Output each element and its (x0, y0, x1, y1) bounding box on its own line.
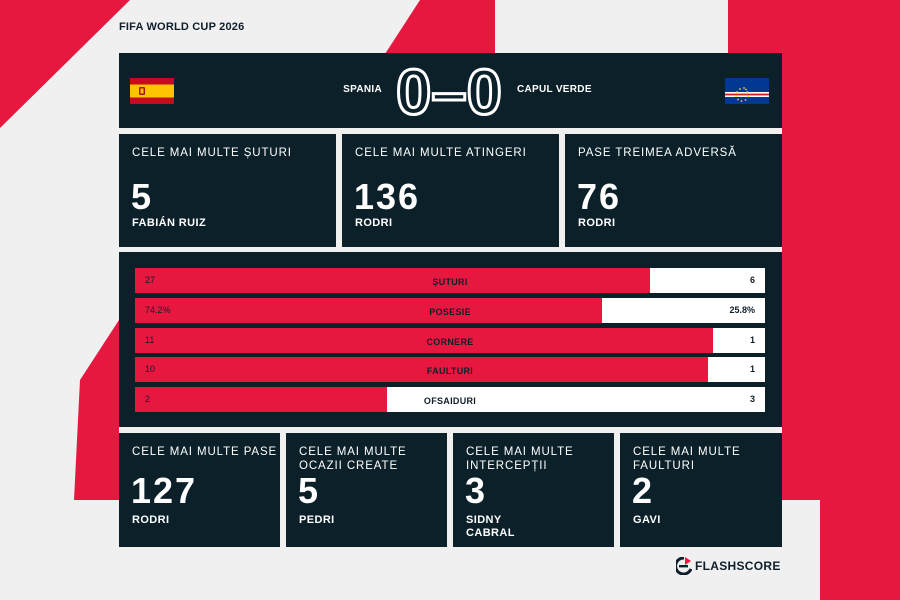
away-value: 1 (749, 335, 755, 345)
card-label: CELE MAI MULTE FAULTURI (633, 445, 741, 473)
away-value: 25.8% (729, 305, 755, 315)
card-label: CELE MAI MULTE ATINGERI (355, 147, 527, 159)
stat-card-most-touches: CELE MAI MULTE ATINGERI 136 RODRI (342, 134, 559, 247)
card-value: 2 (632, 470, 655, 511)
card-label: PASE TREIMEA ADVERSĂ (578, 147, 737, 159)
card-label-line: CELE MAI MULTE (299, 446, 407, 458)
stat-label: POSESIE (429, 307, 471, 317)
card-value: 3 (465, 470, 488, 511)
card-label: CELE MAI MULTE INTERCEPȚII (466, 445, 574, 473)
match-header: SPANIA 0–0 CAPUL VERDE (119, 53, 782, 128)
stat-label: ȘUTURI (432, 277, 468, 287)
stat-card-most-passes: CELE MAI MULTE PASE 127 RODRI (119, 433, 280, 547)
stat-bar-possession: 74.2% POSESIE 25.8% (135, 298, 765, 323)
card-player: PEDRI (299, 514, 335, 527)
flashscore-logo: FLASHSCORE (676, 557, 786, 577)
card-player-line: RODRI (132, 514, 170, 526)
card-player-line: PEDRI (299, 514, 335, 526)
away-value: 1 (749, 364, 755, 374)
flashscore-logo-icon (676, 557, 692, 575)
home-value: 27 (145, 275, 156, 285)
card-value: 5 (298, 470, 321, 511)
card-player-line: CABRAL (466, 527, 515, 539)
card-label-line: CELE MAI MULTE (633, 446, 741, 458)
stat-label: OFSAIDURI (423, 396, 477, 406)
card-label-line: CELE MAI MULTE (466, 446, 574, 458)
home-value: 2 (145, 394, 151, 404)
brand-name: FLASHSCORE (695, 559, 781, 573)
stat-bar-shots: 27 ȘUTURI 6 (135, 268, 765, 293)
away-team-name: CAPUL VERDE (517, 84, 592, 95)
home-value: 74.2% (145, 305, 171, 315)
home-share-fill (135, 328, 713, 353)
home-share-fill (135, 357, 708, 382)
home-team-name: SPANIA (343, 84, 382, 95)
home-value: 10 (145, 364, 156, 374)
away-value: 6 (749, 275, 755, 285)
card-label: CELE MAI MULTE OCAZII CREATE (299, 445, 407, 473)
card-label-line: FAULTURI (633, 460, 695, 472)
spain-flag-icon (130, 78, 174, 104)
card-label-line: CELE MAI MULTE PASE (132, 446, 278, 458)
card-player: GAVI (633, 514, 661, 527)
stat-card-chances-created: CELE MAI MULTE OCAZII CREATE 5 PEDRI (286, 433, 447, 547)
match-score: 0–0 (395, 60, 504, 120)
stat-label: FAULTURI (426, 366, 474, 376)
tournament-title: FIFA WORLD CUP 2026 (119, 21, 245, 33)
card-player: RODRI (355, 217, 393, 229)
stat-bar-offsides: 2 OFSAIDURI 3 (135, 387, 765, 412)
card-value: 76 (577, 176, 622, 217)
home-share-fill (135, 387, 387, 412)
stat-bar-corners: 11 CORNERE 1 (135, 328, 765, 353)
card-player: RODRI (578, 217, 616, 229)
svg-text:0–0: 0–0 (396, 60, 502, 120)
cape-verde-flag-icon (725, 78, 769, 104)
stat-label: CORNERE (426, 337, 474, 347)
home-value: 11 (145, 335, 155, 345)
card-label: CELE MAI MULTE PASE (132, 445, 277, 459)
card-label-line: OCAZII CREATE (299, 460, 399, 472)
card-label: CELE MAI MULTE ȘUTURI (132, 147, 292, 159)
stat-bar-fouls: 10 FAULTURI 1 (135, 357, 765, 382)
stat-card-interceptions: CELE MAI MULTE INTERCEPȚII 3 SIDNY CABRA… (453, 433, 614, 547)
home-share-fill (135, 268, 651, 293)
stat-card-most-shots: CELE MAI MULTE ȘUTURI 5 FABIÁN RUIZ (119, 134, 336, 247)
card-value: 127 (131, 470, 198, 511)
card-value: 136 (354, 176, 421, 217)
team-stats-panel: 27 ȘUTURI 6 74.2% POSESIE 25.8% 11 CORNE… (119, 252, 782, 427)
card-player: RODRI (132, 514, 169, 527)
home-share-fill (135, 298, 603, 323)
stat-card-final-third-passes: PASE TREIMEA ADVERSĂ 76 RODRI (565, 134, 782, 247)
card-player-line: GAVI (633, 514, 661, 526)
card-player-line: SIDNY (466, 514, 502, 526)
away-value: 3 (749, 394, 755, 404)
card-player: FABIÁN RUIZ (132, 217, 207, 229)
card-value: 5 (131, 176, 154, 217)
card-player: SIDNY CABRAL (466, 514, 515, 540)
stat-card-most-fouls: CELE MAI MULTE FAULTURI 2 GAVI (620, 433, 782, 547)
card-label-line: INTERCEPȚII (466, 460, 548, 472)
